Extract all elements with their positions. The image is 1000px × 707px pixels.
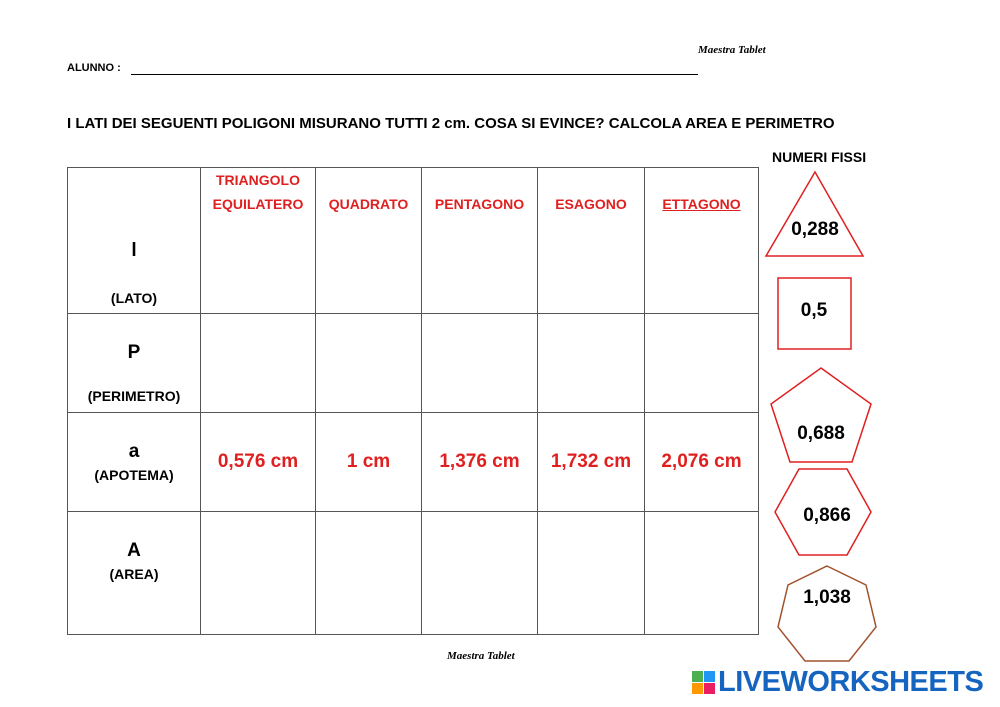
instruction: I LATI DEI SEGUENTI POLIGONI MISURANO TU… [67,115,835,132]
text: P [127,342,141,363]
text: ETTAGONO [662,196,741,212]
name-line [131,74,698,75]
column-header: QUADRATO [315,167,422,314]
row-header: A (AREA) [67,511,201,635]
logo-icon [692,671,715,694]
heptagon [777,565,877,662]
column-header: ETTAGONO [644,167,759,314]
logo: LIVEWORKSHEETS [718,666,984,698]
text: a [128,441,140,462]
hexagon [774,468,872,556]
pentagon [770,367,872,463]
text: A [127,540,141,561]
column-header: ESAGONO [537,167,645,314]
text: (AREA) [109,566,159,582]
row-header: P (PERIMETRO) [67,313,201,413]
cell: 1 cm [315,412,422,512]
fixed-number: 0,688 [797,423,845,444]
row-symbol: l [131,240,137,261]
text: (PERIMETRO) [87,388,181,404]
text: (APOTEMA) [94,467,174,483]
text: PENTAGONO [434,196,525,212]
credit: Maestra Tablet [447,650,515,662]
table: l (LATO) TRIANGOLO EQUILATERO QUADRATO P… [67,167,759,635]
row-header: a (APOTEMA) [67,412,201,512]
cell: 1,376 cm [421,412,538,512]
text: QUADRATO [328,196,409,212]
student-label: ALUNNO : [67,62,121,74]
fixed-number: 0,866 [803,505,851,526]
row-label: (LATO) [110,290,158,306]
triangle [764,170,865,257]
row-header: l (LATO) [67,167,201,314]
fixed-title: NUMERI FISSI [772,149,867,165]
cell: 0,576 cm [200,412,316,512]
text: ESAGONO [555,196,627,212]
cell: 2,076 cm [644,412,759,512]
fixed-number: 0,288 [791,219,839,240]
fixed-number: 0,5 [800,300,828,321]
column-header: PENTAGONO [421,167,538,314]
column-header: TRIANGOLO EQUILATERO [200,167,316,314]
square [777,277,852,350]
text: TRIANGOLO EQUILATERO [212,172,304,212]
credit: Maestra Tablet [698,44,766,56]
fixed-number: 1,038 [803,587,851,608]
cell: 1,732 cm [537,412,645,512]
shapes [764,170,877,662]
